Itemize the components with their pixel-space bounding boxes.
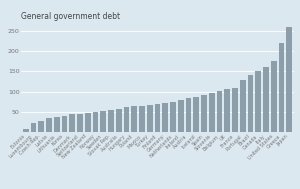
Bar — [108, 110, 114, 132]
Bar — [46, 118, 52, 132]
Bar — [263, 67, 269, 132]
Bar — [170, 102, 176, 132]
Bar — [38, 121, 44, 132]
Bar — [31, 123, 36, 132]
Bar — [54, 117, 60, 132]
Bar — [255, 71, 261, 132]
Bar — [147, 105, 153, 132]
Bar — [194, 97, 199, 132]
Bar — [186, 98, 191, 132]
Bar — [124, 107, 129, 132]
Bar — [85, 113, 91, 132]
Bar — [209, 93, 215, 132]
Bar — [240, 80, 246, 132]
Bar — [92, 112, 98, 132]
Bar — [162, 103, 168, 132]
Bar — [131, 106, 137, 132]
Bar — [201, 95, 207, 132]
Bar — [217, 91, 223, 132]
Bar — [100, 111, 106, 132]
Bar — [271, 61, 277, 132]
Text: General government debt: General government debt — [21, 12, 120, 21]
Bar — [116, 109, 122, 132]
Bar — [248, 75, 254, 132]
Bar — [69, 114, 75, 132]
Bar — [178, 100, 184, 132]
Bar — [139, 105, 145, 132]
Bar — [286, 27, 292, 132]
Bar — [224, 89, 230, 132]
Bar — [279, 43, 284, 132]
Bar — [23, 129, 28, 132]
Bar — [77, 114, 83, 132]
Bar — [61, 116, 67, 132]
Bar — [232, 88, 238, 132]
Bar — [154, 104, 160, 132]
